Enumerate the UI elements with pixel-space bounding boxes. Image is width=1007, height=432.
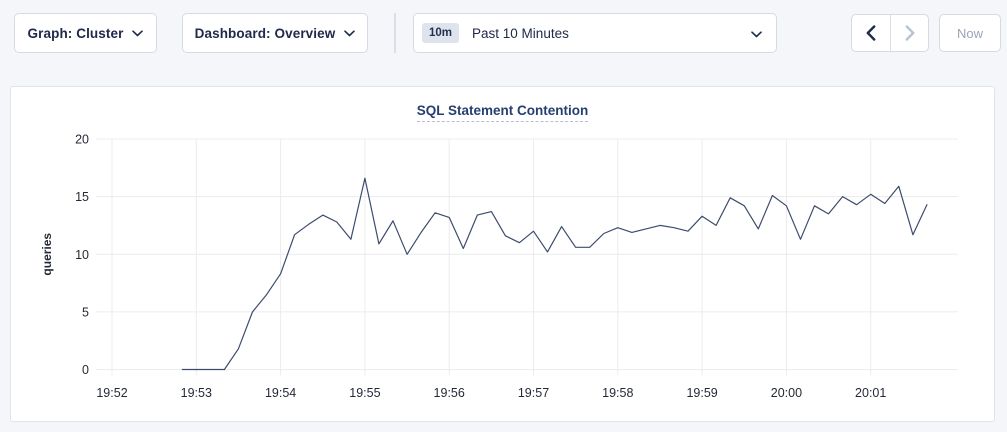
y-tick-label: 20 bbox=[75, 133, 89, 147]
chevron-down-icon bbox=[344, 29, 356, 37]
chevron-left-icon bbox=[866, 25, 876, 41]
chevron-down-icon bbox=[751, 14, 762, 54]
next-range-button[interactable] bbox=[890, 15, 928, 51]
x-tick-label: 19:54 bbox=[265, 386, 296, 400]
x-tick-label: 19:56 bbox=[434, 386, 465, 400]
dashboard-dropdown[interactable]: Dashboard: Overview bbox=[182, 13, 368, 53]
x-tick-label: 19:52 bbox=[96, 386, 127, 400]
x-tick-label: 19:55 bbox=[349, 386, 380, 400]
x-tick-label: 20:01 bbox=[855, 386, 886, 400]
chart-title-row: SQL Statement Contention bbox=[11, 102, 994, 122]
y-tick-label: 10 bbox=[75, 248, 89, 262]
series-line bbox=[181, 177, 928, 371]
x-tick-label: 20:00 bbox=[771, 386, 802, 400]
chart-title[interactable]: SQL Statement Contention bbox=[416, 103, 589, 122]
now-button[interactable]: Now bbox=[939, 14, 1001, 52]
x-tick-label: 19:58 bbox=[602, 386, 633, 400]
graph-dropdown[interactable]: Graph: Cluster bbox=[14, 13, 157, 53]
time-range-label: Past 10 Minutes bbox=[472, 25, 569, 41]
chevron-right-icon bbox=[905, 25, 915, 41]
y-tick-label: 15 bbox=[75, 190, 89, 204]
toolbar: Graph: Cluster Dashboard: Overview 10m P… bbox=[14, 13, 1001, 53]
time-step-buttons bbox=[851, 14, 929, 52]
chart-panel: SQL Statement Contention 0 5 10 15 20 19:52 19… bbox=[10, 86, 995, 422]
x-tick-label: 19:53 bbox=[181, 386, 212, 400]
y-tick-label: 0 bbox=[82, 363, 89, 377]
y-axis-title: queries bbox=[40, 233, 54, 276]
time-range-selector[interactable]: 10m Past 10 Minutes bbox=[413, 13, 777, 53]
now-button-label: Now bbox=[956, 25, 983, 41]
y-tick-label: 5 bbox=[82, 305, 89, 319]
time-range-badge: 10m bbox=[422, 23, 460, 43]
graph-dropdown-label: Graph: Cluster bbox=[27, 25, 124, 41]
dashboard-dropdown-label: Dashboard: Overview bbox=[194, 25, 336, 41]
x-tick-label: 19:59 bbox=[686, 386, 717, 400]
sql-statement-contention-chart[interactable]: 0 5 10 15 20 19:52 19:53 19:54 19:55 19:56 19:57 19… bbox=[11, 87, 996, 423]
x-tick-label: 19:57 bbox=[518, 386, 549, 400]
toolbar-divider bbox=[394, 13, 396, 53]
chevron-down-icon bbox=[132, 29, 144, 37]
prev-range-button[interactable] bbox=[852, 15, 890, 51]
